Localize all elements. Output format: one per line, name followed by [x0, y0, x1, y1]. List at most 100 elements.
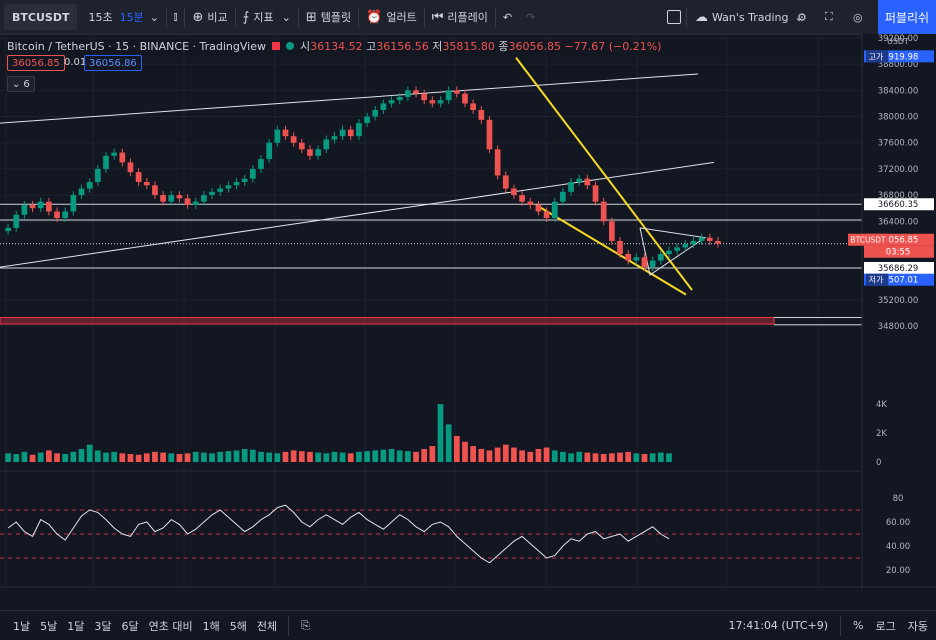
- volume-bar: [5, 453, 11, 462]
- triangle-drawing[interactable]: [639, 227, 707, 276]
- publish-button[interactable]: 퍼블리쉬: [878, 0, 936, 34]
- alerts-label: 얼러트: [386, 11, 417, 24]
- buy-button[interactable]: 36056.86: [84, 55, 142, 71]
- chevron-down-icon: ⌄: [794, 10, 804, 24]
- range-button-6[interactable]: 1해: [202, 619, 220, 633]
- candle-body: [551, 201, 558, 218]
- range-button-0[interactable]: 1날: [13, 619, 31, 633]
- interval-active-button[interactable]: 15분 ⌄: [120, 0, 166, 34]
- symbol-search-button[interactable]: BTCUSDT: [4, 4, 78, 30]
- legend-title[interactable]: Bitcoin / TetherUS · 15 · BINANCE · Trad…: [7, 39, 266, 53]
- range-button-1[interactable]: 5날: [40, 619, 58, 633]
- market-open-icon: [285, 42, 294, 50]
- candle-body: [413, 90, 419, 94]
- candle-body: [94, 168, 101, 182]
- candle-body: [233, 182, 240, 186]
- spread-value: 0.01: [64, 56, 87, 68]
- range-button-3[interactable]: 3달: [94, 619, 112, 633]
- range-button-5[interactable]: 연초 대비: [148, 619, 193, 633]
- volume-bar: [396, 450, 403, 462]
- auto-toggle[interactable]: 자동: [907, 619, 928, 633]
- volume-bar: [445, 424, 452, 462]
- redo-button[interactable]: ↷: [519, 0, 542, 34]
- volume-bar: [494, 447, 501, 462]
- settings-button[interactable]: ⚙: [790, 0, 814, 34]
- last-price-label: 36056.85: [878, 236, 919, 246]
- interval-15s-button[interactable]: 15초: [88, 11, 113, 24]
- range-button-7[interactable]: 5해: [229, 619, 247, 633]
- separator: [288, 615, 290, 636]
- countdown-label: 03:55: [886, 248, 911, 258]
- volume-bar: [184, 453, 191, 462]
- price-tick-label: 37200.00: [878, 165, 919, 175]
- candle-body: [249, 168, 256, 179]
- separator: [184, 7, 186, 27]
- wedge-line-upper[interactable]: [515, 57, 693, 291]
- clock-display[interactable]: 17:41:04 (UTC+9): [728, 619, 829, 632]
- candle-body: [600, 201, 607, 222]
- volume-bar: [527, 451, 534, 462]
- candle-body: [5, 227, 11, 232]
- indicators-collapse-toggle[interactable]: ⌄ 6: [7, 76, 35, 92]
- flag-icon[interactable]: [271, 42, 280, 50]
- red-zone-rect[interactable]: [0, 316, 775, 325]
- separator: [358, 7, 360, 27]
- volume-bar: [307, 451, 313, 462]
- candle-body: [258, 159, 264, 169]
- time-axis[interactable]: :002606:0012:0018:002706:0012:0018:0028: [0, 586, 936, 589]
- fullscreen-toggle-button[interactable]: [660, 0, 688, 34]
- price-axis[interactable]: 39200.00 38800.00 38400.00 38000.00 37600.00…: [848, 34, 936, 589]
- volume-bar: [233, 450, 240, 462]
- range-button-8[interactable]: 전체: [256, 619, 278, 633]
- range-button-2[interactable]: 1달: [67, 619, 85, 633]
- layout-button[interactable]: ☁ Wan's Trading ⌄: [688, 0, 811, 34]
- bottom-toolbar: 1날 5날 1달 3달 6달 연초 대비 1해 5해 전체 ⎘ 17:41:04 (UTC+9)…: [0, 610, 936, 640]
- templates-button[interactable]: ⊞ 템플릿: [299, 0, 358, 34]
- volume-bar: [453, 435, 460, 462]
- snapshot-button[interactable]: ◎: [846, 0, 870, 34]
- undo-button[interactable]: ↶: [496, 0, 519, 34]
- volume-bar: [266, 452, 273, 462]
- compare-button[interactable]: ⊕ 비교: [185, 0, 234, 34]
- chart-type-button[interactable]: ⫾: [167, 0, 185, 34]
- separator: [165, 7, 167, 27]
- volume-bar: [429, 446, 436, 462]
- alerts-button[interactable]: ⏰ 얼러트: [359, 0, 424, 34]
- volume-bar: [486, 450, 493, 462]
- candle-body: [307, 149, 313, 156]
- rsi-tick-label: 80: [893, 494, 904, 504]
- fullscreen-button[interactable]: ⛶: [818, 0, 840, 34]
- percent-toggle[interactable]: %: [853, 619, 864, 632]
- candle-body: [54, 211, 60, 218]
- candles-layer: [5, 86, 721, 272]
- separator: [494, 7, 496, 27]
- volume-bar: [111, 451, 118, 462]
- candle-body: [405, 90, 411, 97]
- indicators-button[interactable]: ⨍ 지표 ⌄: [236, 0, 298, 34]
- candle-body: [315, 149, 321, 156]
- volume-bar: [160, 452, 166, 462]
- log-toggle[interactable]: 로그: [875, 619, 896, 633]
- drawings-layer[interactable]: [0, 57, 862, 326]
- line-price-label-2-bg: [864, 261, 934, 274]
- trendline-lower[interactable]: [0, 161, 715, 268]
- trendline-upper[interactable]: [0, 73, 699, 124]
- redo-icon: ↷: [526, 10, 536, 24]
- volume-bar: [135, 454, 142, 462]
- main-chart[interactable]: 39200.00 38800.00 38400.00 38000.00 37600.00…: [0, 34, 936, 589]
- candle-body: [478, 110, 485, 120]
- price-tick-label: 38400.00: [878, 86, 919, 96]
- volume-bar: [576, 451, 583, 462]
- volume-bar: [119, 453, 126, 462]
- goto-date-button[interactable]: ⎘: [295, 619, 316, 633]
- chevron-down-icon: ⌄: [281, 10, 291, 24]
- replay-button[interactable]: ⏮ 리플레이: [425, 0, 495, 34]
- candle-body: [396, 96, 403, 101]
- volume-bar: [649, 453, 656, 462]
- candle-body: [608, 221, 615, 241]
- sell-button[interactable]: 36056.85: [7, 55, 65, 71]
- range-button-4[interactable]: 6달: [121, 619, 139, 633]
- candle-body: [445, 90, 452, 101]
- wedge-line-lower[interactable]: [535, 204, 687, 296]
- candle-body: [356, 123, 362, 137]
